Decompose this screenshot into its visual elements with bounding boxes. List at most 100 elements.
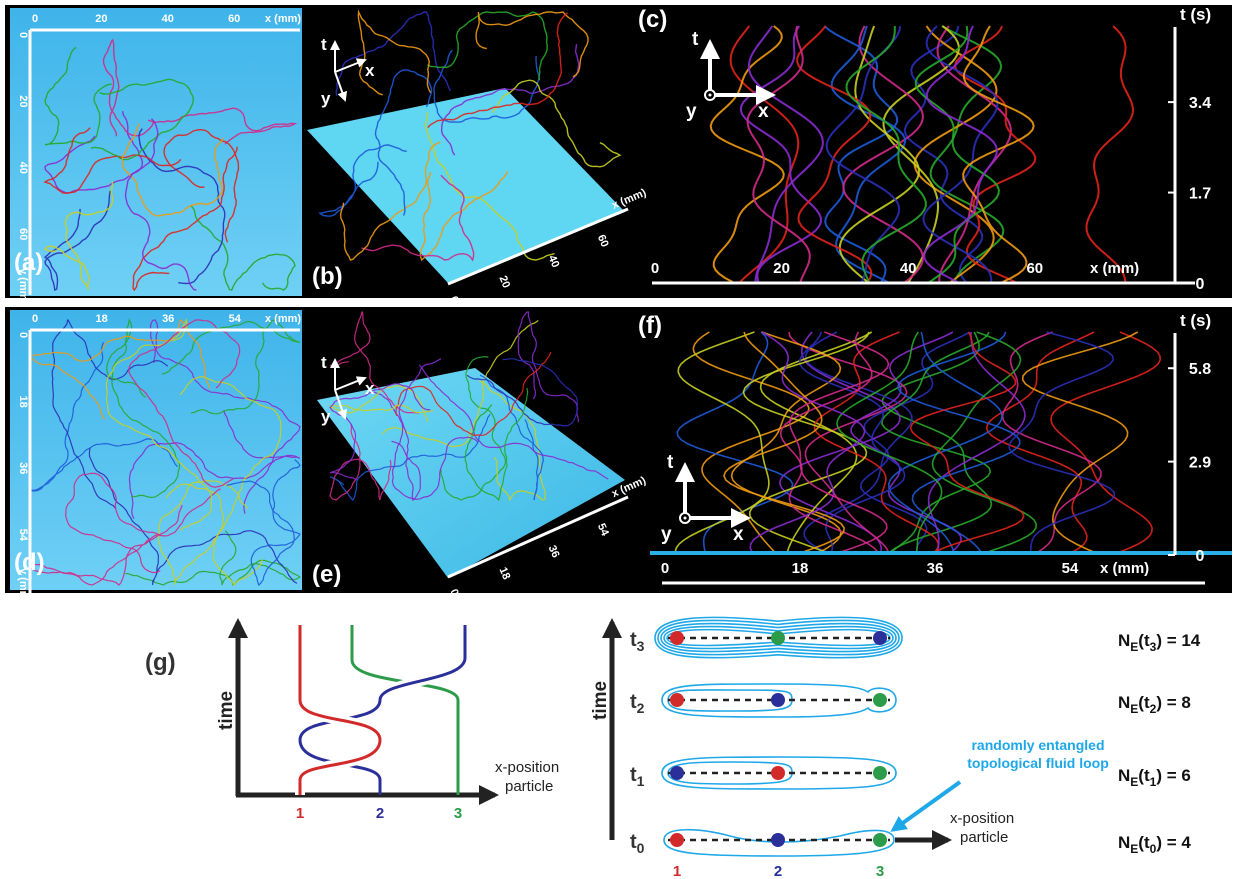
count-part: E — [1130, 775, 1138, 789]
particle — [771, 631, 785, 645]
y-tick-label: 36 — [17, 462, 29, 474]
frame-label: t — [321, 35, 327, 54]
time-subscript: 2 — [637, 700, 645, 716]
y-tick-label: 0 — [17, 32, 29, 38]
x-axis-label: x (mm) — [265, 13, 301, 25]
count-part: ) = 6 — [1156, 766, 1191, 785]
x-tick-label: 18 — [95, 313, 107, 325]
particle — [670, 833, 684, 847]
count-part: (t — [1138, 766, 1150, 785]
t-tick-label: 2.9 — [1189, 455, 1211, 472]
entanglement-count: NE(t2) = 8 — [1118, 693, 1191, 716]
panel-label: (a) — [14, 249, 43, 276]
t-tick-label: 5.8 — [1189, 361, 1211, 378]
count-part: ) = 4 — [1156, 833, 1191, 852]
x-axis-label: x (mm) — [1100, 560, 1149, 577]
x-axis-label: x (mm) — [265, 313, 301, 325]
particle — [771, 833, 785, 847]
strand-gap — [300, 625, 380, 740]
count-part: N — [1118, 693, 1130, 712]
count-part: ) = 14 — [1156, 631, 1200, 650]
time-subscript: 3 — [637, 638, 645, 654]
frame-label: x — [758, 101, 769, 122]
time-tick-label: t1 — [630, 764, 645, 789]
x-tick-label: 36 — [162, 313, 174, 325]
y-tick-label: 40 — [17, 162, 29, 174]
particle-label: 1 — [673, 863, 681, 879]
frame-label: x — [365, 379, 375, 398]
count-part: N — [1118, 833, 1130, 852]
particle — [771, 693, 785, 707]
panel-label: (f) — [638, 312, 662, 339]
time-subscript: 0 — [637, 840, 645, 856]
count-part: N — [1118, 766, 1130, 785]
frame-label: y — [686, 101, 697, 122]
particle — [670, 766, 684, 780]
panel-label: (c) — [638, 6, 667, 33]
frame-label: t — [321, 353, 327, 372]
x-tick-label: 54 — [229, 313, 242, 325]
particle-label: 3 — [454, 805, 462, 822]
time-subscript: 1 — [637, 773, 645, 789]
entanglement-count: NE(t3) = 14 — [1118, 631, 1201, 654]
x-tick-label: 0 — [32, 13, 38, 25]
x-label: x-position — [950, 810, 1014, 827]
x-tick-label: 0 — [651, 260, 659, 277]
t-axis-label: t (s) — [1180, 311, 1211, 330]
frame-label: y — [661, 524, 672, 545]
panel-label: (g) — [145, 649, 176, 676]
particle-label: 1 — [296, 805, 304, 822]
particle-label: 3 — [876, 863, 884, 879]
panel-label: (e) — [312, 561, 341, 588]
count-part: E — [1130, 640, 1138, 654]
x-tick-label: 0 — [32, 313, 38, 325]
particle — [873, 766, 887, 780]
t-tick-label: 0 — [1196, 548, 1205, 565]
time-tick-label: t2 — [630, 691, 645, 716]
t-tick-label: 1.7 — [1189, 186, 1211, 203]
x-label: x-position — [495, 759, 559, 776]
panel-a-bg — [10, 8, 302, 296]
panel-label: (b) — [312, 263, 343, 290]
entanglement-count: NE(t1) = 6 — [1118, 766, 1191, 789]
y-tick-label: 18 — [17, 395, 29, 407]
frame-dot — [709, 94, 712, 97]
frame-label: x — [365, 61, 375, 80]
x-tick-label: 60 — [1026, 260, 1043, 277]
x-tick-label: 20 — [773, 260, 790, 277]
count-part: E — [1130, 702, 1138, 716]
x-tick-label: 40 — [900, 260, 917, 277]
frame-label: t — [667, 452, 674, 473]
frame-label: t — [692, 29, 699, 50]
x-label: particle — [960, 829, 1008, 846]
time-label: time — [216, 691, 237, 730]
particle — [873, 833, 887, 847]
x-label: particle — [505, 778, 553, 795]
count-part: (t — [1138, 693, 1150, 712]
x-tick-label: 40 — [162, 13, 174, 25]
x-tick-label: 36 — [927, 560, 944, 577]
frame-label: x — [733, 524, 744, 545]
page: {"panels":{ "a":{"label":"(a)","x_axis_l… — [0, 0, 1242, 879]
time-label: time — [590, 681, 611, 720]
particle — [670, 693, 684, 707]
count-part: E — [1130, 842, 1138, 856]
x-tick-label: 60 — [228, 13, 240, 25]
x-axis-label: x (mm) — [1090, 260, 1139, 277]
particle — [873, 693, 887, 707]
t-tick-label: 3.4 — [1189, 95, 1211, 112]
t-tick-label: 0 — [1196, 276, 1205, 293]
particle — [771, 766, 785, 780]
x-tick-label: 18 — [792, 560, 809, 577]
panel-label: (d) — [14, 549, 45, 576]
frame-dot — [684, 517, 687, 520]
count-part: N — [1118, 631, 1130, 650]
frame-label: y — [321, 407, 331, 426]
annotation: randomly entangled — [971, 737, 1104, 753]
count-part: (t — [1138, 833, 1150, 852]
figure: 0204060x (mm)0204060y (mm)(a)0183654x (m… — [0, 0, 1242, 879]
x-tick-label: 54 — [1062, 560, 1079, 577]
frame-label: y — [321, 89, 331, 108]
time-tick-label: t3 — [630, 629, 645, 654]
t-axis-label: t (s) — [1180, 5, 1211, 24]
